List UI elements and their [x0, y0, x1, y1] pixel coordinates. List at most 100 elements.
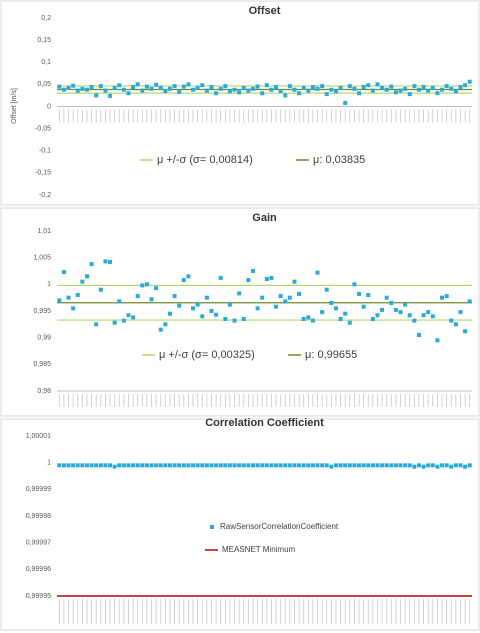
- point: [264, 277, 269, 281]
- point: [435, 338, 440, 343]
- point: [449, 318, 454, 323]
- point: [108, 93, 113, 98]
- point: [75, 88, 80, 93]
- point: [444, 294, 449, 299]
- point: [297, 291, 302, 296]
- point: [297, 463, 302, 468]
- point: [241, 317, 246, 321]
- point: [366, 293, 371, 297]
- point: [117, 463, 122, 468]
- point: [407, 313, 412, 318]
- point: [255, 306, 260, 311]
- point: [380, 307, 385, 312]
- point: [361, 304, 366, 309]
- point: [144, 463, 149, 468]
- point: [172, 294, 177, 299]
- legend-label: μ: 0,03835: [313, 154, 365, 166]
- point: [177, 89, 182, 94]
- point: [167, 86, 172, 91]
- legend-bg: [134, 151, 362, 169]
- point: [380, 463, 385, 468]
- point: [403, 302, 408, 307]
- y-tick-label: 0,2: [41, 15, 51, 22]
- point: [467, 299, 472, 304]
- point: [260, 295, 265, 300]
- point: [66, 85, 71, 90]
- point: [66, 295, 71, 300]
- point: [232, 463, 237, 468]
- y-tick-label: 0,1: [41, 59, 51, 66]
- point: [343, 463, 348, 468]
- point: [370, 317, 375, 321]
- point: [315, 270, 320, 275]
- point: [320, 463, 325, 468]
- point: [453, 89, 458, 94]
- point: [108, 463, 113, 468]
- point: [103, 463, 108, 468]
- point: [135, 82, 140, 87]
- point: [223, 84, 228, 89]
- point: [297, 91, 302, 96]
- point: [131, 315, 136, 320]
- point: [94, 93, 99, 98]
- point: [98, 84, 103, 89]
- point: [310, 85, 315, 90]
- point: [403, 86, 408, 91]
- point: [467, 79, 472, 84]
- point: [126, 313, 131, 318]
- point: [333, 463, 338, 468]
- point: [435, 91, 440, 96]
- point: [131, 463, 136, 468]
- point: [103, 88, 108, 93]
- point: [227, 463, 232, 468]
- point: [89, 463, 94, 468]
- point: [214, 91, 219, 96]
- chart-title: Offset: [249, 5, 281, 17]
- y-tick-label: -0,05: [35, 125, 51, 132]
- point: [112, 464, 117, 469]
- point: [144, 282, 149, 287]
- point: [412, 318, 417, 323]
- point: [246, 278, 251, 283]
- point: [315, 86, 320, 91]
- point: [416, 463, 421, 468]
- point: [430, 463, 435, 468]
- point: [181, 84, 186, 89]
- point: [449, 86, 454, 91]
- y-tick-label: 1: [47, 281, 51, 288]
- point: [278, 89, 283, 94]
- point: [421, 464, 426, 469]
- y-tick-label: 1,00001: [26, 433, 51, 440]
- point: [98, 463, 103, 468]
- point: [186, 82, 191, 87]
- point: [338, 317, 343, 321]
- point: [324, 463, 329, 468]
- y-tick-label: 0,99997: [26, 540, 51, 547]
- point: [195, 302, 200, 307]
- point: [209, 85, 214, 90]
- legend-label: μ: 0,99655: [305, 349, 357, 361]
- point: [163, 89, 168, 94]
- chart-frame: [0, 0, 480, 206]
- point: [301, 85, 306, 90]
- point: [112, 85, 117, 90]
- point: [458, 310, 463, 315]
- point: [154, 463, 159, 468]
- point: [57, 298, 62, 303]
- point: [177, 463, 182, 468]
- point: [163, 322, 168, 327]
- point: [333, 89, 338, 94]
- point: [94, 322, 99, 327]
- point: [458, 463, 463, 468]
- point: [140, 88, 145, 93]
- point: [403, 463, 408, 468]
- point: [204, 295, 209, 300]
- point: [121, 463, 126, 468]
- point: [389, 301, 394, 305]
- point: [357, 91, 362, 96]
- point: [269, 463, 274, 468]
- point: [154, 286, 159, 291]
- point: [306, 463, 311, 468]
- point: [278, 294, 283, 299]
- point: [412, 84, 417, 89]
